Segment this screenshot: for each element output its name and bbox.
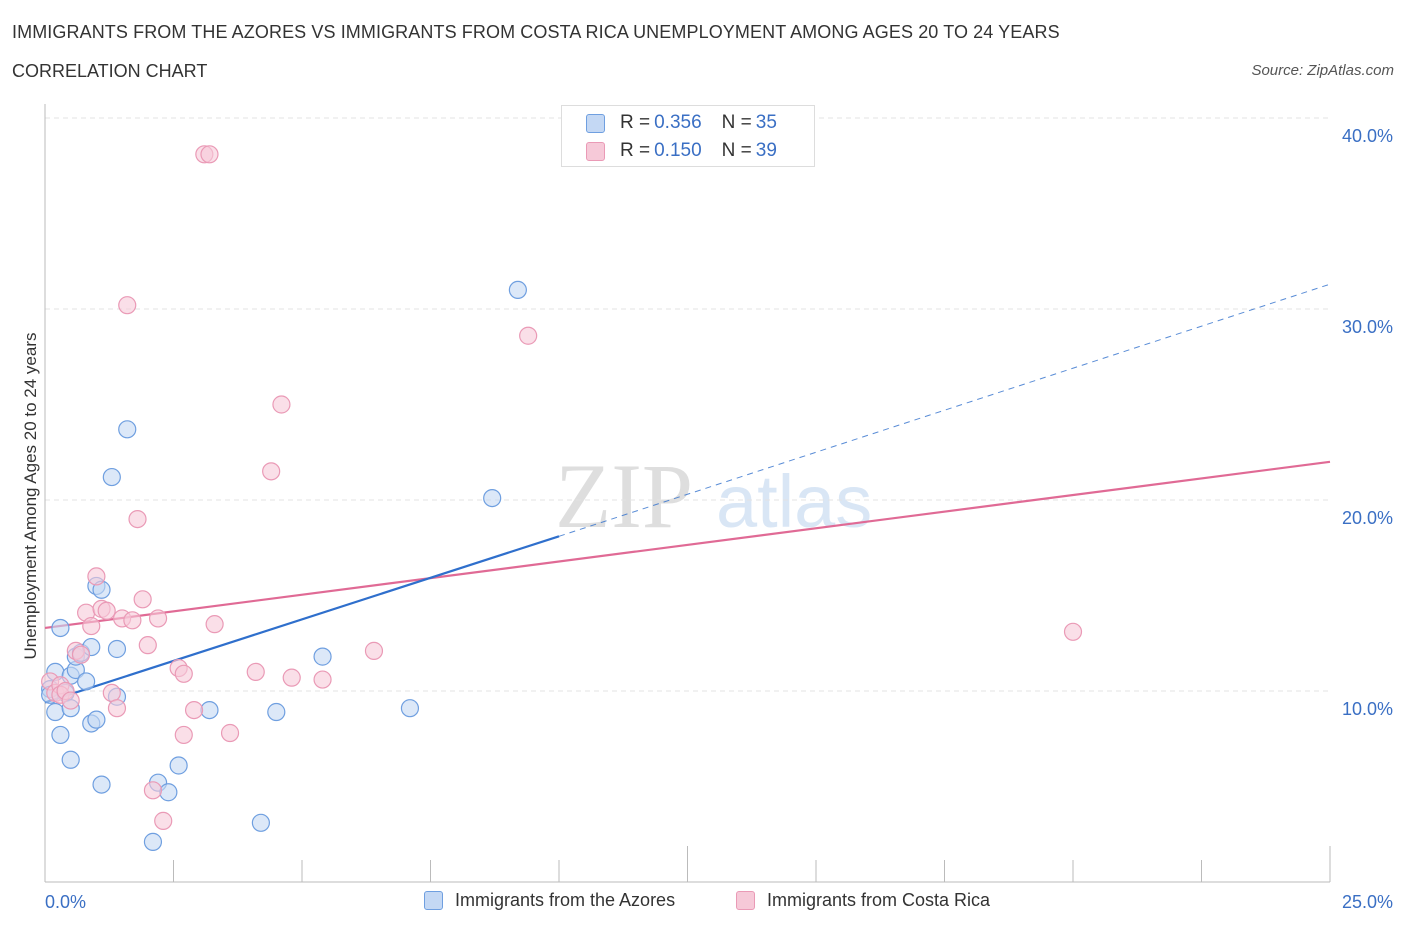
costa-rica-point [128, 509, 147, 529]
n-value: 39 [755, 140, 777, 161]
source-label: Source: ZipAtlas.com [1251, 62, 1394, 79]
azores-point [400, 699, 420, 718]
costa-rica-point [61, 691, 80, 710]
watermark: ZIP atlas [555, 445, 872, 547]
watermark-zip: ZIP [555, 445, 693, 547]
azores-point [61, 750, 80, 769]
costa-rica-point [313, 670, 332, 689]
y-tick-label: 20.0% [1342, 508, 1393, 528]
azores-point [118, 420, 137, 439]
stats-row-azores: R = 0.356 N = 35 [586, 112, 777, 134]
azores-trend-line [44, 535, 560, 704]
azores-point [159, 783, 178, 802]
costa-rica-point [71, 645, 91, 664]
y-tick-label: 10.0% [1342, 699, 1393, 719]
chart-title: IMMIGRANTS FROM THE AZORES VS IMMIGRANTS… [12, 22, 1060, 42]
costa-rica-legend-swatch [736, 891, 755, 910]
n-value: 35 [755, 112, 777, 133]
costa-rica-point [174, 725, 193, 745]
costa-rica-point [138, 636, 157, 655]
costa-rica-point [364, 641, 384, 660]
costa-rica-point [148, 609, 168, 628]
azores-point [102, 467, 121, 487]
legend-item-costa-rica[interactable]: Immigrants from Costa Rica [736, 890, 990, 911]
azores-swatch [586, 113, 605, 133]
chart-subtitle: CORRELATION CHART [12, 61, 208, 81]
costa-rica-point [220, 723, 240, 743]
azores-point [46, 702, 65, 722]
y-tick-label: 40.0% [1342, 126, 1393, 146]
tick-labels: 10.0% 20.0% 30.0% 40.0% 0.0% 25.0% [45, 126, 1393, 912]
x-tick-label-max: 25.0% [1342, 892, 1393, 912]
azores-trend-extension [558, 283, 1331, 537]
azores-point [169, 756, 188, 775]
costa-rica-point [174, 664, 193, 683]
costa-rica-point [205, 615, 224, 634]
watermark-atlas: atlas [716, 460, 872, 543]
azores-point [251, 813, 270, 832]
series-legend: Immigrants from the Azores Immigrants fr… [0, 890, 1406, 916]
r-value: 0.150 [654, 140, 702, 161]
costa-rica-point [143, 781, 163, 800]
legend-label-azores: Immigrants from the Azores [455, 890, 676, 910]
azores-point [483, 488, 502, 508]
costa-rica-point [154, 811, 173, 830]
costa-rica-point [519, 326, 538, 345]
costa-rica-point [97, 601, 116, 620]
costa-rica-point [123, 611, 142, 630]
trend-lines [44, 283, 1331, 704]
azores-point [92, 775, 111, 794]
azores-point [107, 639, 127, 659]
azores-point [77, 672, 96, 691]
x-tick-label-min: 0.0% [45, 892, 86, 912]
azores-point [200, 700, 219, 720]
costa-rica-point [107, 699, 127, 718]
costa-rica-trend-line [44, 460, 1331, 630]
azores-legend-swatch [424, 891, 443, 910]
r-label: R = [620, 140, 651, 161]
costa-rica-point [184, 700, 204, 720]
azores-point [51, 618, 70, 638]
costa-rica-point [118, 296, 137, 315]
costa-rica-point [262, 462, 281, 481]
azores-point [267, 702, 286, 722]
costa-rica-point [1063, 622, 1083, 641]
data-points [41, 145, 1083, 851]
r-label: R = [620, 112, 651, 133]
azores-point [51, 725, 70, 745]
stats-legend: R = 0.356 N = 35 R = 0.150 N = 39 [561, 105, 815, 167]
gridlines [45, 117, 1330, 692]
y-tick-label: 30.0% [1342, 317, 1393, 337]
costa-rica-point [87, 567, 106, 586]
stats-row-costa-rica: R = 0.150 N = 39 [586, 140, 777, 162]
costa-rica-swatch [586, 141, 605, 161]
costa-rica-point [102, 683, 121, 703]
r-value: 0.356 [654, 112, 702, 133]
costa-rica-point [246, 662, 265, 682]
legend-label-costa-rica: Immigrants from Costa Rica [767, 890, 991, 910]
costa-rica-point [133, 590, 152, 609]
axes [44, 104, 1331, 883]
azores-point [87, 710, 106, 729]
azores-point [143, 832, 163, 851]
costa-rica-point [200, 145, 219, 164]
costa-rica-point [82, 616, 101, 636]
n-label: N = [721, 140, 752, 161]
azores-point [313, 647, 332, 666]
costa-rica-point [272, 395, 291, 414]
n-label: N = [721, 112, 752, 133]
costa-rica-point [282, 668, 301, 687]
azores-point [508, 280, 527, 299]
legend-item-azores[interactable]: Immigrants from the Azores [424, 890, 675, 911]
